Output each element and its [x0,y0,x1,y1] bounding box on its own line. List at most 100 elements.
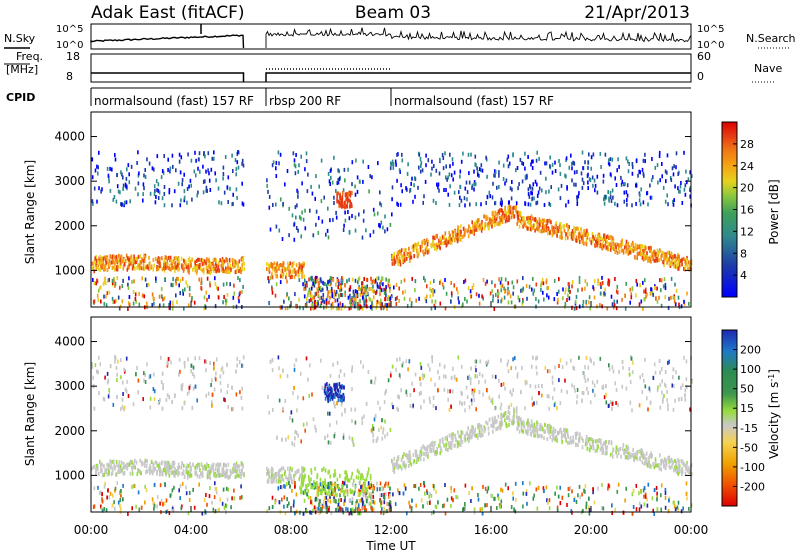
pow-cell-2264 [638,198,641,203]
pow-cell-2626 [678,258,680,263]
pow-cell-2297 [185,265,188,270]
pow-cell-2964 [479,223,481,228]
vel-cell-1189 [615,401,617,405]
pow-cell-2370 [400,255,403,260]
pow-cell-1498 [317,287,319,292]
pow-cell-2447 [509,186,512,191]
vel-cell-1047 [219,497,221,502]
pow-cell-2099 [427,239,429,244]
vel-cell-1177 [479,423,481,428]
pow-cell-331 [444,151,446,156]
vel-cell-1071 [536,428,539,433]
pow-cell-781 [473,169,475,174]
pow-cell-2390 [270,274,273,279]
pow-cell-1228 [293,261,295,266]
vel-cell-1639 [355,503,357,507]
vel-cell-1223 [354,489,356,494]
pow-cell-789 [418,296,420,301]
pow-cell-2250 [351,160,354,165]
pow-cell-2072 [444,306,447,311]
vel-cell-1747 [122,380,124,385]
pow-cell-2347 [216,267,219,272]
pow-cell-2881 [541,188,543,193]
pow-cell-2402 [182,288,184,293]
pow-cell-2333 [233,283,235,288]
pow-cell-1593 [504,289,506,294]
pow-cell-2470 [301,275,303,280]
vel-cell-1720 [234,467,236,472]
pow-cell-28 [596,237,598,242]
pow-cell-2752 [215,269,217,274]
pow-cell-2530 [171,265,173,270]
pow-cell-2187 [609,247,612,252]
vel-cell-1332 [389,427,392,432]
pow-cell-3068 [229,282,231,287]
pow-cell-470 [498,185,500,189]
pow-cell-1556 [691,174,693,179]
pow-cell-1682 [618,164,620,169]
pow-cell-1580 [327,206,329,211]
vel-cell-1710 [423,446,426,451]
pow-cell-3075 [497,222,500,227]
pow-cell-2815 [204,154,206,159]
pow-cell-2883 [122,259,124,264]
pow-cell-2873 [625,244,628,249]
vel-cell-1170 [343,501,345,506]
pow-cell-1835 [297,190,299,195]
pow-cell-1032 [111,278,114,283]
pow-cell-453 [231,153,233,158]
pow-cell-321 [161,267,164,272]
vel-cell-1403 [628,453,631,458]
pow-cell-1123 [130,254,133,259]
pow-cell-2742 [476,166,478,171]
pow-cell-2334 [200,266,202,271]
pow-cell-459 [503,295,506,300]
pow-cell-2709 [189,263,192,268]
pow-cell-772 [216,264,218,268]
pow-cell-908 [309,208,311,213]
pow-cell-1709 [182,268,185,273]
pow-cell-1362 [187,303,190,308]
pow-cell-2002 [93,259,96,264]
vel-cell-1335 [360,498,362,503]
pow-cell-1055 [670,262,673,266]
pow-cell-2882 [561,235,563,240]
pow-cell-1056 [387,283,390,288]
pow-cell-776 [449,152,451,157]
pow-cell-1706 [390,161,392,166]
pow-cell-2904 [507,164,510,169]
vel-cell-770 [392,468,394,473]
vel-cell-716 [642,488,645,493]
pow-cell-2942 [212,261,214,266]
pow-cell-2374 [286,169,289,173]
pow-cell-555 [498,170,500,175]
pow-cell-934 [512,285,515,290]
power-colorbar-tick-label-1: 24 [740,160,754,173]
pow-cell-1761 [273,261,276,266]
pow-cell-2862 [419,169,422,174]
vel-cell-1486 [239,390,241,395]
pow-cell-875 [204,179,206,184]
pow-cell-2787 [422,249,424,254]
pow-cell-2672 [477,218,479,223]
pow-cell-1876 [394,297,397,302]
pow-cell-1341 [563,224,566,229]
pow-cell-2427 [433,279,435,284]
pow-cell-607 [536,182,538,187]
pow-cell-1875 [568,165,571,170]
pow-cell-1254 [168,190,171,195]
freq-strip-frame [90,53,692,83]
vel-cell-720 [505,415,508,420]
pow-cell-704 [680,258,683,263]
vel-cell-831 [110,465,113,470]
vel-cell-1022 [646,396,648,401]
pow-cell-2465 [370,280,373,285]
pow-cell-2371 [436,234,438,239]
vel-cell-731 [241,406,244,411]
pow-cell-2082 [356,189,359,194]
pow-cell-623 [496,185,498,190]
pow-cell-912 [403,252,405,257]
vel-cell-1548 [179,496,181,501]
pow-cell-493 [155,279,157,283]
pow-cell-1552 [333,294,335,298]
